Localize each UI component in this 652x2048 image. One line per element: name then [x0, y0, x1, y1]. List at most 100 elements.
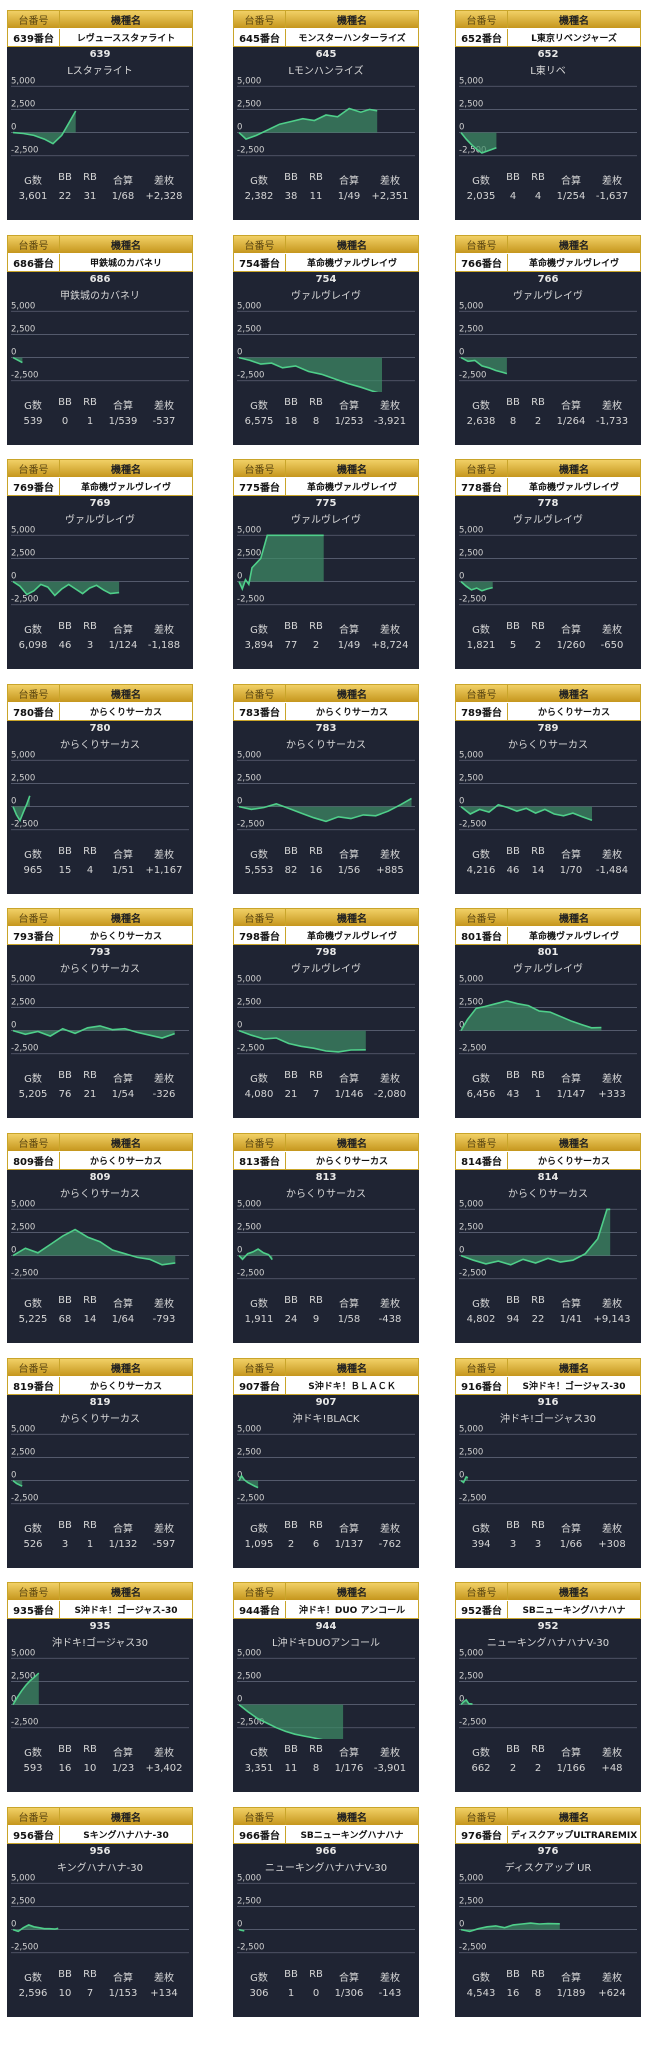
machine-card[interactable]: 台番号 機種名 780番台 からくりサーカス 780 からくりサーカス 5,00… — [7, 684, 193, 894]
machine-label[interactable]: からくりサーカス — [89, 708, 162, 718]
machine-card[interactable]: 台番号 機種名 775番台 革命機ヴァルヴレイヴ 775 ヴァルヴレイヴ 5,0… — [233, 459, 419, 669]
unit-label[interactable]: 814番台 — [456, 1152, 508, 1169]
rb-value: 8 — [534, 1988, 542, 1999]
y-tick-label: 5,000 — [237, 1199, 261, 1209]
machine-card[interactable]: 台番号 機種名 956番台 Sキングハナハナ-30 956 キングハナハナ-30… — [7, 1807, 193, 2017]
machine-label[interactable]: 革命機ヴァルヴレイヴ — [528, 259, 619, 269]
machine-label[interactable]: Sキングハナハナ-30 — [83, 1831, 169, 1841]
machine-label[interactable]: からくりサーカス — [315, 1157, 388, 1167]
machine-label[interactable]: レヴューススタァライト — [76, 34, 176, 44]
machine-label[interactable]: 沖ドキ！DUO アンコール — [298, 1606, 406, 1616]
machine-label[interactable]: SBニューキングハナハナ — [300, 1831, 404, 1841]
machine-card[interactable]: 台番号 機種名 652番台 L東京リベンジャーズ 652 L東リベ 5,000 2… — [455, 10, 641, 220]
slump-chart: 5,000 2,500 0 -2,500 — [237, 971, 415, 1065]
machine-card[interactable]: 台番号 機種名 766番台 革命機ヴァルヴレイヴ 766 ヴァルヴレイヴ 5,0… — [455, 235, 641, 445]
unit-label[interactable]: 801番台 — [456, 927, 508, 944]
machine-label[interactable]: からくりサーカス — [537, 708, 610, 718]
machine-label[interactable]: S沖ドキ！ゴージャス-30 — [522, 1382, 626, 1392]
machine-card[interactable]: 台番号 機種名 783番台 からくりサーカス 783 からくりサーカス 5,00… — [233, 684, 419, 894]
slump-line — [12, 110, 77, 145]
machine-card[interactable]: 台番号 機種名 916番台 S沖ドキ！ゴージャス-30 916 沖ドキ!ゴージャ… — [455, 1358, 641, 1568]
machine-label[interactable]: ディスクアップULTRAREMIX — [510, 1831, 638, 1841]
machine-number: 793 — [89, 947, 111, 958]
machine-card[interactable]: 台番号 機種名 809番台 からくりサーカス 809 からくりサーカス 5,00… — [7, 1133, 193, 1343]
unit-label[interactable]: 686番台 — [8, 254, 60, 271]
machine-label[interactable]: 甲鉄城のカバネリ — [89, 259, 162, 269]
machine-label[interactable]: S沖ドキ！ゴージャス-30 — [74, 1606, 178, 1616]
machine-card[interactable]: 台番号 機種名 754番台 革命機ヴァルヴレイヴ 754 ヴァルヴレイヴ 5,0… — [233, 235, 419, 445]
unit-label[interactable]: 944番台 — [234, 1601, 286, 1618]
machine-label[interactable]: 革命機ヴァルヴレイヴ — [528, 483, 619, 493]
unit-label[interactable]: 754番台 — [234, 254, 286, 271]
machine-card[interactable]: 台番号 機種名 793番台 からくりサーカス 793 からくりサーカス 5,00… — [7, 908, 193, 1118]
machine-label[interactable]: からくりサーカス — [89, 1382, 162, 1392]
machine-label[interactable]: 革命機ヴァルヴレイヴ — [306, 259, 397, 269]
bb-value: 43 — [506, 1089, 520, 1100]
machine-label[interactable]: L東京リベンジャーズ — [531, 34, 617, 44]
total-value: 1/51 — [111, 865, 135, 876]
unit-label[interactable]: 907番台 — [234, 1377, 286, 1394]
machine-card[interactable]: 台番号 機種名 813番台 からくりサーカス 813 からくりサーカス 5,00… — [233, 1133, 419, 1343]
machine-label[interactable]: からくりサーカス — [89, 1157, 162, 1167]
machine-card[interactable]: 台番号 機種名 769番台 革命機ヴァルヴレイヴ 769 ヴァルヴレイヴ 5,0… — [7, 459, 193, 669]
machine-card[interactable]: 台番号 機種名 686番台 甲鉄城のカバネリ 686 甲鉄城のカバネリ 5,00… — [7, 235, 193, 445]
rb-label: RB — [531, 1295, 545, 1306]
unit-label[interactable]: 935番台 — [8, 1601, 60, 1618]
machine-card[interactable]: 台番号 機種名 944番台 沖ドキ！DUO アンコール 944 L沖ドキDUOア… — [233, 1582, 419, 1792]
machine-label[interactable]: 革命機ヴァルヴレイヴ — [306, 932, 397, 942]
unit-label[interactable]: 769番台 — [8, 478, 60, 495]
machine-card[interactable]: 台番号 機種名 639番台 レヴューススタァライト 639 Lスタァライト 5,… — [7, 10, 193, 220]
total-value: 1/137 — [334, 1539, 364, 1550]
unit-label[interactable]: 809番台 — [8, 1152, 60, 1169]
unit-label[interactable]: 766番台 — [456, 254, 508, 271]
machine-label[interactable]: からくりサーカス — [537, 1157, 610, 1167]
slump-area — [461, 132, 497, 153]
machine-label[interactable]: SBニューキングハナハナ — [522, 1606, 626, 1616]
machine-label[interactable]: 革命機ヴァルヴレイヴ — [306, 483, 397, 493]
unit-label[interactable]: 916番台 — [456, 1377, 508, 1394]
unit-label[interactable]: 819番台 — [8, 1377, 60, 1394]
unit-label[interactable]: 952番台 — [456, 1601, 508, 1618]
games-label: G数 — [24, 1299, 42, 1310]
machine-card[interactable]: 台番号 機種名 907番台 S沖ドキ！ＢＬＡＣＫ 907 沖ドキ!BLACK 5… — [233, 1358, 419, 1568]
machine-card[interactable]: 台番号 機種名 935番台 S沖ドキ！ゴージャス-30 935 沖ドキ!ゴージャ… — [7, 1582, 193, 1792]
machine-label[interactable]: モンスターハンターライズ — [298, 34, 406, 44]
unit-label[interactable]: 813番台 — [234, 1152, 286, 1169]
machine-card[interactable]: 台番号 機種名 798番台 革命機ヴァルヴレイヴ 798 ヴァルヴレイヴ 5,0… — [233, 908, 419, 1118]
unit-label[interactable]: 639番台 — [8, 29, 60, 46]
machine-card[interactable]: 台番号 機種名 789番台 からくりサーカス 789 からくりサーカス 5,00… — [455, 684, 641, 894]
unit-label[interactable]: 645番台 — [234, 29, 286, 46]
unit-label[interactable]: 775番台 — [234, 478, 286, 495]
machine-card[interactable]: 台番号 機種名 966番台 SBニューキングハナハナ 966 ニューキングハナハ… — [233, 1807, 419, 2017]
unit-label[interactable]: 789番台 — [456, 703, 508, 720]
machine-display-name: ヴァルヴレイヴ — [513, 515, 583, 526]
unit-label[interactable]: 780番台 — [8, 703, 60, 720]
machine-card[interactable]: 台番号 機種名 976番台 ディスクアップULTRAREMIX 976 ディスク… — [455, 1807, 641, 2017]
unit-label[interactable]: 798番台 — [234, 927, 286, 944]
unit-label[interactable]: 778番台 — [456, 478, 508, 495]
machine-label[interactable]: 革命機ヴァルヴレイヴ — [80, 483, 171, 493]
machine-label[interactable]: からくりサーカス — [89, 932, 162, 942]
machine-card[interactable]: 台番号 機種名 778番台 革命機ヴァルヴレイヴ 778 ヴァルヴレイヴ 5,0… — [455, 459, 641, 669]
y-tick-label: -2,500 — [459, 1718, 486, 1728]
machine-number: 780 — [89, 723, 111, 734]
unit-label[interactable]: 976番台 — [456, 1826, 508, 1843]
unit-label[interactable]: 956番台 — [8, 1826, 60, 1843]
machine-card[interactable]: 台番号 機種名 952番台 SBニューキングハナハナ 952 ニューキングハナハ… — [455, 1582, 641, 1792]
total-label: 合算 — [561, 1074, 581, 1085]
machine-card[interactable]: 台番号 機種名 801番台 革命機ヴァルヴレイヴ 801 ヴァルヴレイヴ 5,0… — [455, 908, 641, 1118]
slump-chart: 5,000 2,500 0 -2,500 — [459, 522, 637, 616]
unit-label[interactable]: 793番台 — [8, 927, 60, 944]
y-tick-label: 5,000 — [237, 1648, 261, 1658]
unit-label[interactable]: 783番台 — [234, 703, 286, 720]
unit-label[interactable]: 966番台 — [234, 1826, 286, 1843]
unit-column-label: 台番号 — [456, 1808, 508, 1825]
machine-label[interactable]: からくりサーカス — [315, 708, 388, 718]
unit-label[interactable]: 652番台 — [456, 29, 508, 46]
y-tick-label: 0 — [459, 123, 464, 133]
machine-label[interactable]: 革命機ヴァルヴレイヴ — [528, 932, 619, 942]
machine-card[interactable]: 台番号 機種名 819番台 からくりサーカス 819 からくりサーカス 5,00… — [7, 1358, 193, 1568]
machine-card[interactable]: 台番号 機種名 814番台 からくりサーカス 814 からくりサーカス 5,00… — [455, 1133, 641, 1343]
machine-card[interactable]: 台番号 機種名 645番台 モンスターハンターライズ 645 Lモンハンライズ … — [233, 10, 419, 220]
machine-label[interactable]: S沖ドキ！ＢＬＡＣＫ — [308, 1382, 396, 1392]
